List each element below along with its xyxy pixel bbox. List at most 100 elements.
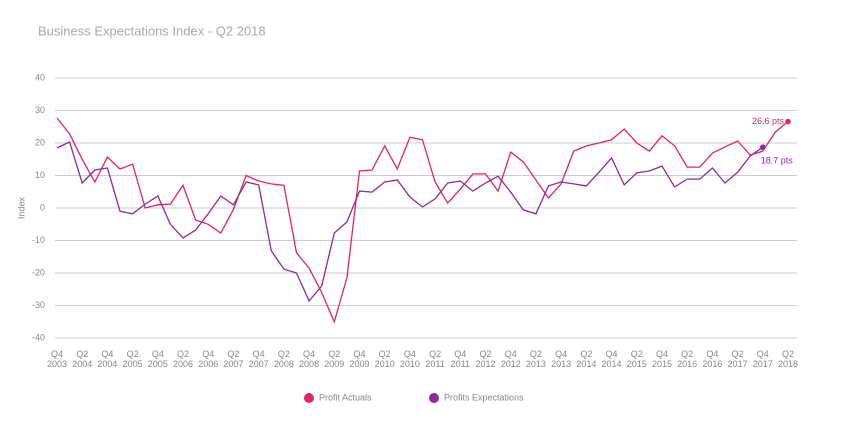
y-tick-label: -30: [32, 300, 45, 310]
x-tick-label: Q4 2013: [551, 349, 571, 369]
x-tick-label-part: 2003: [47, 359, 67, 369]
x-tick-label: Q4 2011: [451, 349, 470, 369]
x-tick-label-part: Q2: [177, 349, 189, 359]
y-tick-label: 10: [35, 170, 45, 180]
legend-marker: [429, 393, 439, 403]
x-tick-label-part: 2009: [324, 359, 344, 369]
y-tick-label: -40: [32, 332, 45, 342]
x-tick-label-part: Q4: [606, 349, 618, 359]
x-tick-label: Q2 2006: [173, 349, 193, 369]
x-tick-label-part: Q4: [505, 349, 517, 359]
x-tick-label: Q2 2016: [677, 349, 697, 369]
x-tick-label-part: Q4: [656, 349, 668, 359]
x-tick-label-part: Q2: [681, 349, 693, 359]
x-tick-label-part: Q4: [757, 349, 769, 359]
x-tick-label-part: 2012: [501, 359, 521, 369]
x-tick-label-part: 2008: [274, 359, 294, 369]
x-tick-label: Q4 2016: [702, 349, 722, 369]
x-tick-label-part: 2014: [602, 359, 622, 369]
x-tick-label-part: Q4: [101, 349, 113, 359]
value-label: 18.7 pts: [761, 156, 794, 166]
x-tick-label-part: Q2: [127, 349, 139, 359]
legend-label: Profits Expectations: [444, 392, 524, 402]
x-tick-label: Q4 2006: [198, 349, 218, 369]
x-tick-label-part: Q4: [404, 349, 416, 359]
x-tick-label: Q4 2009: [349, 349, 369, 369]
legend-marker: [304, 393, 314, 403]
x-tick-label: Q4 2012: [501, 349, 521, 369]
y-tick-label: -10: [32, 235, 45, 245]
x-tick-label: Q2 2015: [627, 349, 647, 369]
x-tick-label-part: 2004: [72, 359, 92, 369]
line-series: [56, 141, 764, 303]
x-tick-label-part: 2015: [652, 359, 672, 369]
x-tick-label: Q2 2012: [476, 349, 496, 369]
x-tick-label: Q2 2005: [123, 349, 143, 369]
x-tick-label: Q4 2017: [753, 349, 773, 369]
x-tick-label-part: Q2: [76, 349, 88, 359]
x-tick-label-part: Q2: [278, 349, 290, 359]
y-axis-label: Index: [16, 196, 26, 219]
x-tick-label: Q4 2008: [299, 349, 319, 369]
x-tick-label-part: 2017: [753, 359, 773, 369]
x-tick-label-part: Q2: [782, 349, 794, 359]
x-tick-label-part: 2016: [702, 359, 722, 369]
x-tick-label-part: Q2: [530, 349, 542, 359]
y-tick-label: 30: [35, 105, 45, 115]
x-tick-label-part: 2013: [526, 359, 546, 369]
x-tick-label-part: 2007: [249, 359, 269, 369]
x-tick-label: Q4 2005: [148, 349, 168, 369]
x-tick-label-part: 2014: [576, 359, 596, 369]
x-tick-label: Q2 2017: [728, 349, 748, 369]
end-point: [785, 118, 791, 125]
y-tick-label: -20: [32, 267, 45, 277]
x-tick-label: Q4 2014: [602, 349, 622, 369]
x-tick-label: Q2 2018: [778, 349, 798, 369]
x-tick-label-part: 2005: [123, 359, 143, 369]
x-tick-label-part: 2004: [97, 359, 117, 369]
value-label: 26.6 pts: [752, 116, 785, 126]
x-tick-label-part: Q4: [253, 349, 265, 359]
x-tick-label-part: Q4: [454, 349, 466, 359]
x-tick-label-part: Q2: [328, 349, 340, 359]
x-tick-label-part: 2011: [451, 359, 470, 369]
x-tick-label-part: Q2: [429, 349, 441, 359]
legend-label: Profit Actuals: [319, 392, 372, 402]
x-tick-label-part: 2008: [299, 359, 319, 369]
x-tick-label: Q4 2007: [249, 349, 269, 369]
x-tick-label: Q2 2004: [72, 349, 92, 369]
chart-title: Business Expectations Index - Q2 2018: [38, 23, 266, 38]
x-tick-label-part: Q4: [303, 349, 315, 359]
x-tick-label-part: 2011: [425, 359, 444, 369]
line-series: [56, 117, 789, 324]
x-tick-label: Q4 2015: [652, 349, 672, 369]
x-tick-label: Q2 2014: [576, 349, 596, 369]
x-tick-label-part: 2010: [400, 359, 420, 369]
y-tick-label: 40: [35, 72, 45, 82]
x-tick-label-part: 2006: [198, 359, 218, 369]
x-tick-label: Q2 2009: [324, 349, 344, 369]
x-tick-label-part: Q4: [706, 349, 718, 359]
x-tick-label-part: Q4: [202, 349, 214, 359]
x-tick-label-part: 2015: [627, 359, 647, 369]
x-tick-label-part: 2017: [728, 359, 748, 369]
x-tick-label-part: Q4: [51, 349, 63, 359]
x-tick-label-part: 2007: [223, 359, 243, 369]
x-tick-label: Q2 2008: [274, 349, 294, 369]
x-tick-label-part: Q4: [353, 349, 365, 359]
x-tick-label-part: 2009: [349, 359, 369, 369]
x-tick-label: Q2 2010: [375, 349, 395, 369]
x-tick-label-part: Q2: [480, 349, 492, 359]
y-tick-label: 0: [40, 202, 45, 212]
x-tick-label: Q4 2010: [400, 349, 420, 369]
end-point: [759, 144, 766, 151]
x-tick-label-part: 2006: [173, 359, 193, 369]
x-tick-label: Q2 2011: [425, 349, 444, 369]
x-tick-label-part: Q4: [152, 349, 164, 359]
x-tick-label-part: 2018: [778, 359, 798, 369]
x-tick-label-part: 2013: [551, 359, 571, 369]
x-tick-label-part: Q4: [555, 349, 567, 359]
x-tick-label-part: Q2: [580, 349, 592, 359]
x-tick-label-part: 2010: [375, 359, 395, 369]
